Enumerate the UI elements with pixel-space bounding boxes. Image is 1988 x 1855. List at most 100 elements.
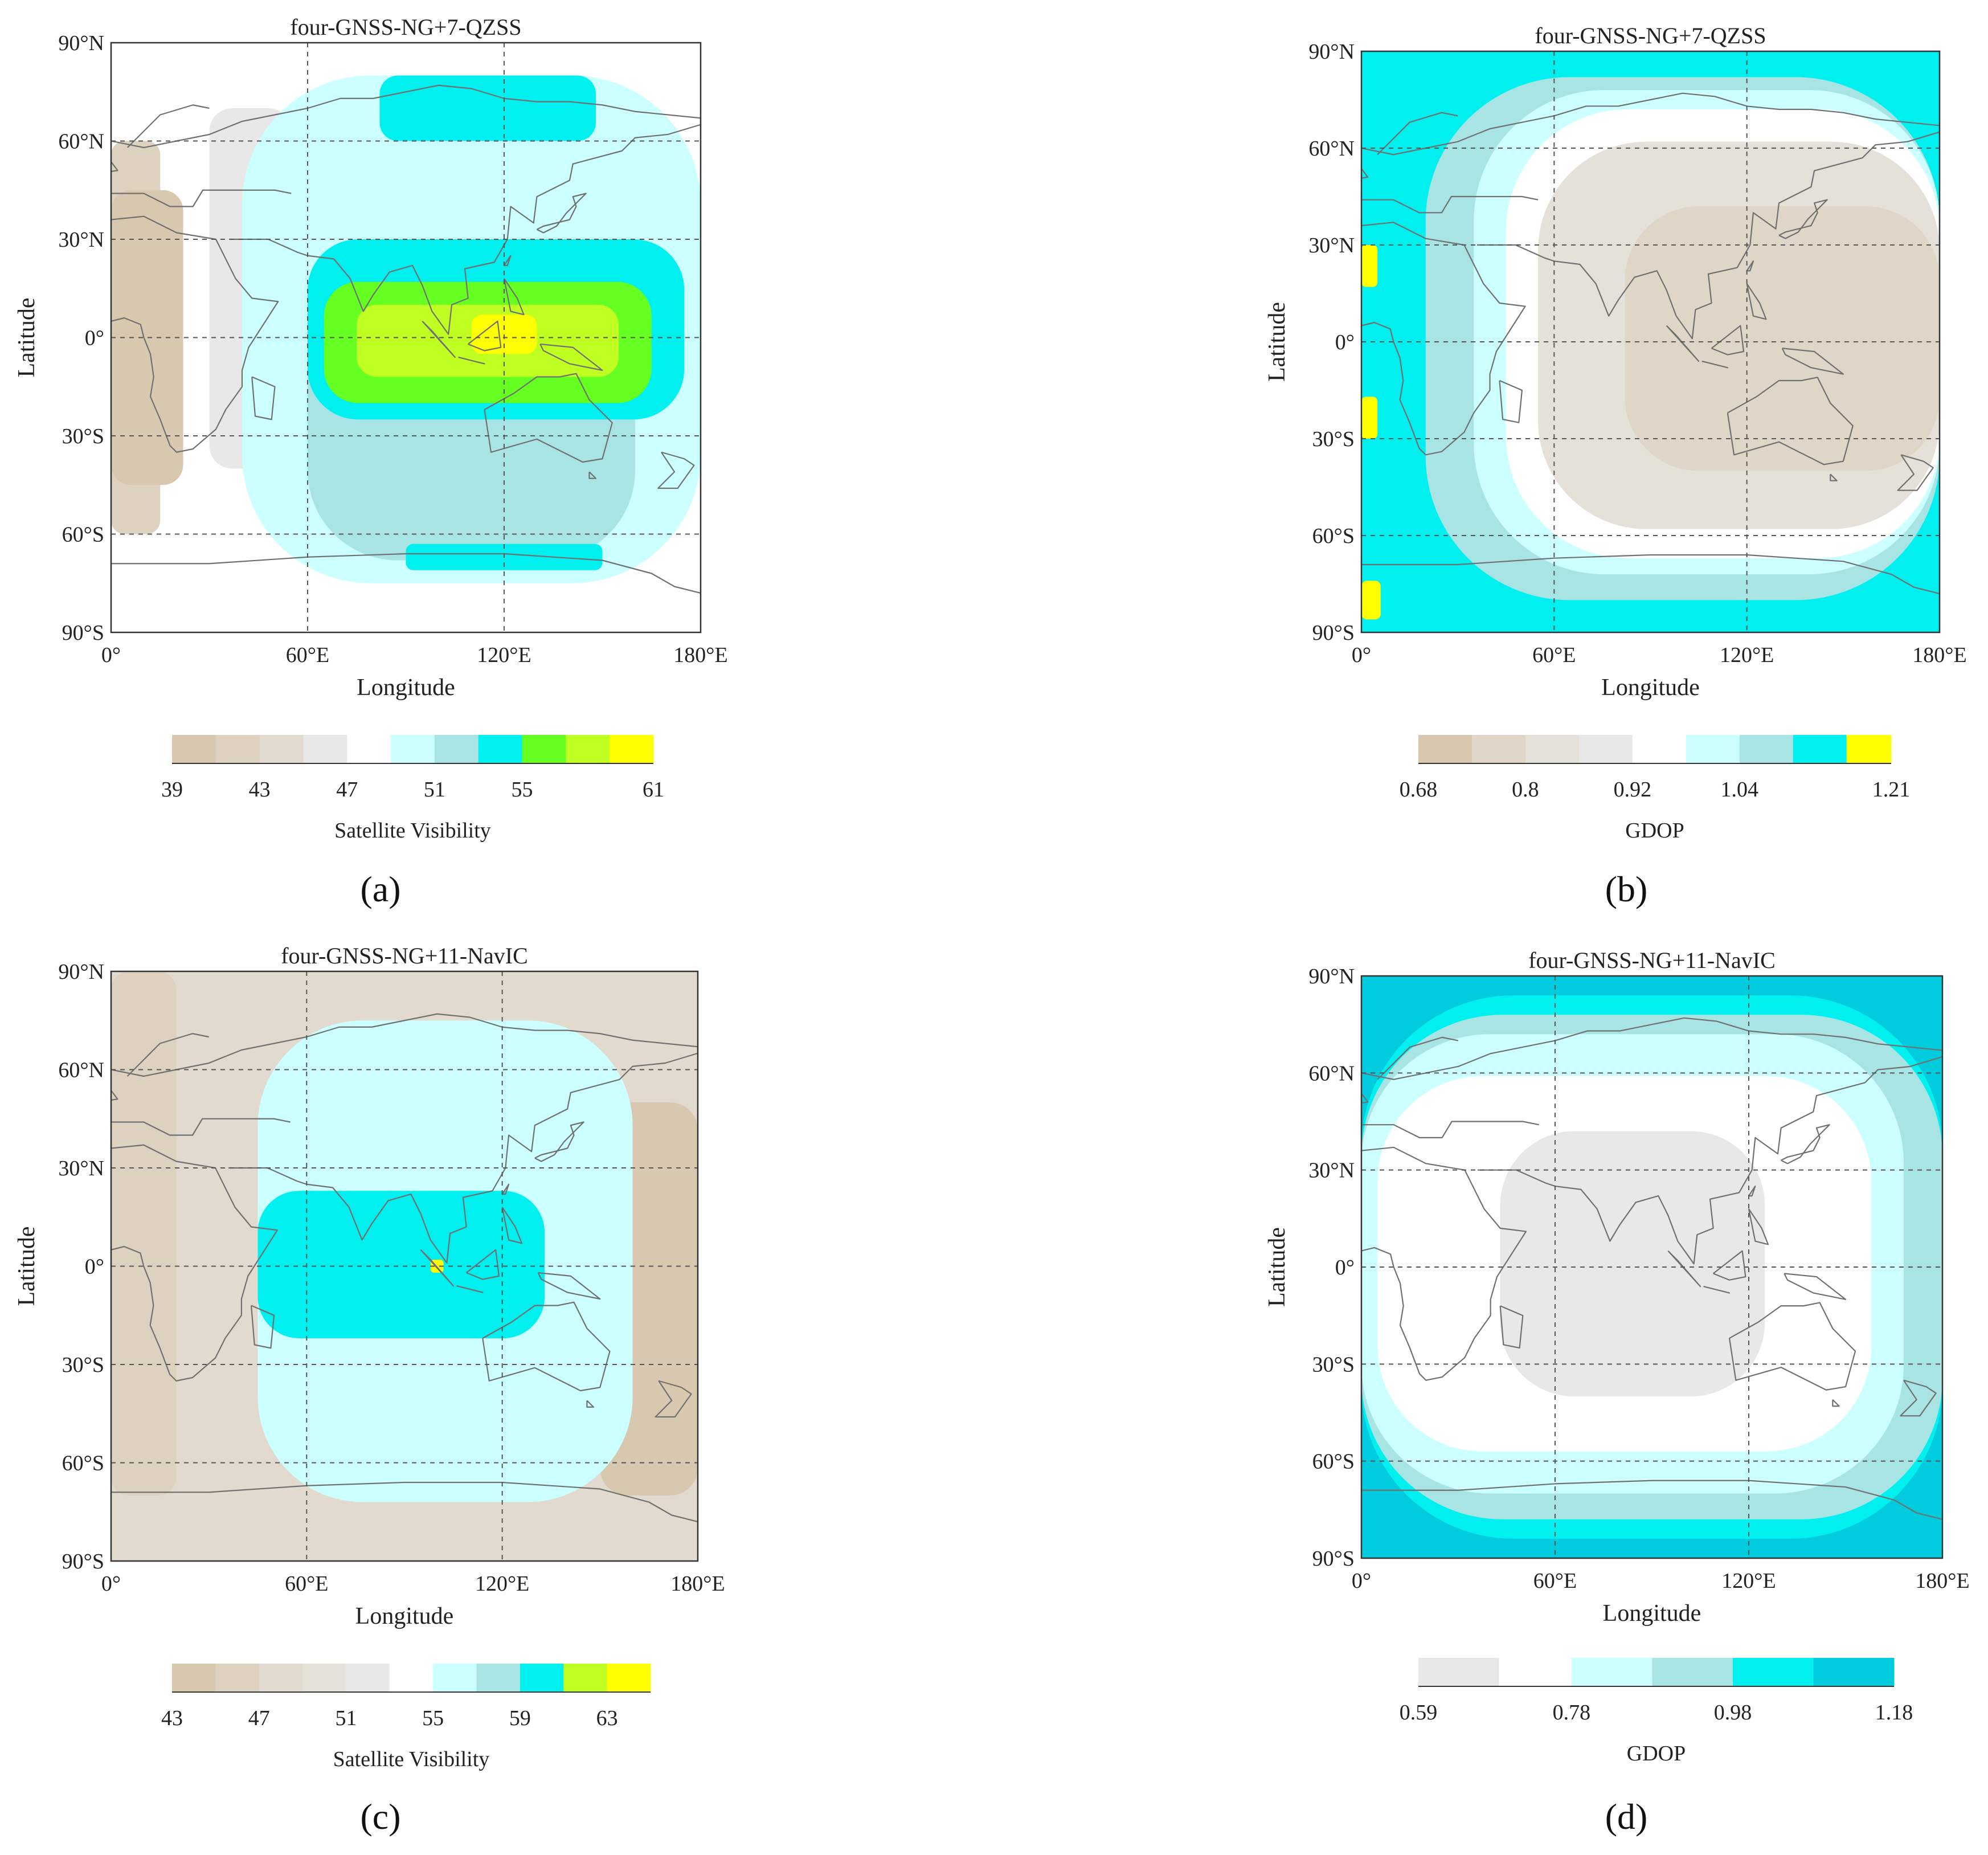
- colorbar-swatch: [1846, 735, 1892, 763]
- chart-title: four-GNSS-NG+11-NavIC: [1528, 947, 1776, 973]
- coastline: [1361, 222, 1526, 456]
- y-tick-label: 30°S: [1312, 1353, 1355, 1376]
- colorbar-tick-label: 39: [161, 778, 183, 802]
- x-tick-label: 180°E: [670, 1572, 725, 1596]
- coastline: [1727, 377, 1854, 465]
- chart-title: four-GNSS-NG+7-QZSS: [290, 14, 521, 40]
- coastline: [1832, 1399, 1840, 1407]
- x-tick-label: 0°: [1352, 1569, 1371, 1593]
- coastline: [1830, 473, 1838, 481]
- coastline: [1748, 1185, 1756, 1197]
- x-axis-label: Longitude: [1601, 675, 1700, 701]
- colorbar-swatch: [1418, 735, 1472, 763]
- colorbar-swatch: [1652, 1658, 1733, 1686]
- colorbar-swatch: [1813, 1658, 1895, 1686]
- colorbar-swatch: [1471, 735, 1526, 763]
- colorbar-swatch: [172, 1664, 216, 1692]
- field-region: [1361, 245, 1378, 287]
- colorbar-tick-label: 0.8: [1512, 778, 1539, 802]
- coastline: [126, 104, 210, 148]
- coastline: [228, 1052, 698, 1264]
- x-tick-label: 0°: [1352, 643, 1371, 667]
- coastline: [1897, 454, 1934, 491]
- y-tick-label: 30°N: [58, 228, 104, 252]
- x-tick-label: 180°E: [1915, 1569, 1969, 1593]
- colorbar-label: Satellite Visibility: [333, 1747, 490, 1771]
- coastline: [501, 1207, 523, 1244]
- colorbar-tick-label: 0.98: [1714, 1701, 1752, 1725]
- colorbar-swatch: [391, 735, 435, 763]
- x-tick-label: 60°E: [1532, 643, 1576, 667]
- x-tick-label: 60°E: [286, 643, 329, 667]
- colorbar-tick-label: 0.68: [1400, 778, 1438, 802]
- colorbar-swatch: [172, 735, 216, 763]
- coastline: [1377, 112, 1458, 156]
- y-tick-label: 60°N: [58, 1059, 104, 1082]
- coastline: [1499, 1305, 1524, 1349]
- coastline: [657, 451, 695, 489]
- coastlines: [111, 84, 701, 594]
- colorbar-tick-label: 55: [422, 1706, 444, 1730]
- y-tick-label: 60°N: [1308, 137, 1355, 161]
- plot-frame: [1360, 975, 1944, 1559]
- x-tick-label: 120°E: [1720, 643, 1774, 667]
- field-region: [1361, 581, 1381, 620]
- colorbar-swatch: [563, 1664, 608, 1692]
- colorbar-swatch: [1578, 735, 1633, 763]
- field-region: [379, 75, 596, 141]
- colorbar-tick-label: 1.18: [1875, 1701, 1913, 1725]
- coastline: [1667, 1250, 1701, 1288]
- colorbar-swatch: [1632, 735, 1687, 763]
- colorbar-swatch: [566, 735, 610, 763]
- y-tick-label: 90°N: [1308, 40, 1355, 64]
- colorbar-swatch: [1732, 1658, 1814, 1686]
- y-axis-label: Latitude: [14, 1227, 40, 1306]
- colorbar-swatch: [215, 735, 260, 763]
- colorbar-swatch: [259, 1664, 303, 1692]
- colorbar: 39 43 47 51 55 61 Satellite Visibility: [161, 735, 664, 843]
- colorbar-tick-label: 59: [509, 1706, 531, 1730]
- coastline: [1728, 1302, 1856, 1391]
- panel-b: 0° 60°E 120°E 180°E 90°N 60°N 30°N 0° 30°S 60°S 90…: [1264, 23, 1967, 909]
- coastline: [126, 1033, 209, 1077]
- coastline: [456, 1285, 484, 1293]
- colorbar-swatch: [1499, 1658, 1572, 1686]
- colorbar-tick-label: 1.04: [1721, 778, 1759, 802]
- chart-title: four-GNSS-NG+7-QZSS: [1535, 23, 1766, 48]
- field-region: [1361, 397, 1378, 439]
- coastline: [1377, 1036, 1459, 1080]
- colorbar-swatch: [610, 735, 654, 763]
- coastline: [1900, 1379, 1937, 1417]
- panel-d: 0° 60°E 120°E 180°E 90°N 60°N 30°N 0° 30°S 60°S 90…: [1264, 947, 1970, 1837]
- field-region: [1500, 1131, 1765, 1397]
- y-tick-label: 0°: [1335, 330, 1355, 354]
- y-tick-label: 60°N: [1308, 1061, 1355, 1085]
- colorbar-swatch: [1525, 735, 1580, 763]
- colorbar-swatch: [346, 1664, 390, 1692]
- coastline: [655, 1380, 692, 1418]
- y-tick-label: 90°S: [62, 621, 104, 645]
- coastline: [504, 255, 512, 267]
- coastlines: [1361, 1017, 1942, 1520]
- y-tick-label: 60°S: [62, 1452, 104, 1476]
- coastline: [1701, 360, 1728, 369]
- coastline: [111, 1013, 698, 1077]
- colorbar-tick-label: 0.92: [1614, 778, 1652, 802]
- panel-caption: (c): [360, 1796, 400, 1837]
- coastline: [588, 471, 597, 479]
- colorbar-label: GDOP: [1625, 819, 1684, 843]
- plot-frame: [1360, 50, 1941, 634]
- coastline: [482, 1301, 611, 1392]
- colorbar-tick-label: 47: [248, 1706, 270, 1730]
- colorbar-swatch: [520, 1664, 564, 1692]
- x-tick-label: 60°E: [285, 1572, 328, 1596]
- coastline: [468, 320, 502, 352]
- contour-field: [1361, 51, 1940, 632]
- colorbar-swatch: [215, 1664, 260, 1692]
- colorbar-tick-label: 47: [336, 778, 358, 802]
- y-tick-label: 30°S: [1312, 427, 1355, 451]
- chart-title: four-GNSS-NG+11-NavIC: [281, 943, 528, 969]
- colorbar-swatch: [522, 735, 566, 763]
- coastline: [111, 1118, 291, 1136]
